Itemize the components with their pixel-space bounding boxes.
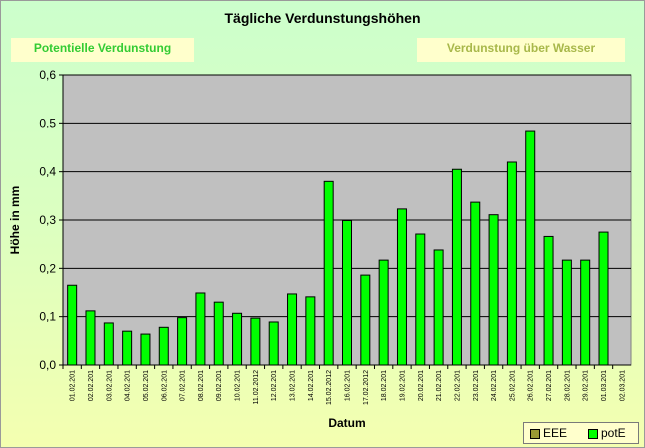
- bar-pote: [451, 168, 462, 366]
- water-evaporation-banner: Verdunstung über Wasser: [417, 38, 625, 62]
- x-tick-label: 02.03.201: [619, 370, 626, 401]
- x-tick-label: 10.02.201: [235, 370, 242, 401]
- bar-pote: [543, 235, 554, 366]
- y-tick-label: 0,4: [39, 165, 56, 179]
- bar-pote: [470, 201, 481, 366]
- y-tick-label: 0,0: [39, 358, 56, 372]
- x-tick-label: 15.02.2012: [326, 370, 333, 405]
- x-tick-label: 01.03.201: [601, 370, 608, 401]
- bars: [67, 130, 609, 366]
- bar-pote: [342, 219, 352, 366]
- bar-pote: [103, 322, 114, 366]
- bar-pote: [415, 233, 426, 366]
- legend-swatch-eee: [530, 429, 540, 439]
- legend-label-eee: EEE: [543, 426, 568, 440]
- bar-pote: [323, 180, 334, 366]
- x-tick-label: 20.02.201: [418, 370, 425, 401]
- bar-pote: [580, 259, 591, 366]
- x-tick-label: 02.02.201: [88, 370, 95, 401]
- x-axis-label: Datum: [328, 416, 365, 430]
- bar-pote: [122, 330, 133, 366]
- x-tick-label: 26.02.201: [528, 370, 535, 401]
- y-tick-label: 0,6: [39, 68, 56, 82]
- y-tick-label: 0,1: [39, 310, 56, 324]
- bar-pote: [85, 310, 96, 366]
- bar-pote: [525, 130, 536, 366]
- x-tick-label: 03.02.201: [106, 370, 113, 401]
- x-tick-label: 29.02.201: [583, 370, 590, 401]
- x-tick-label: 05.02.201: [143, 370, 150, 401]
- bar-pote: [158, 326, 169, 366]
- bar-pote: [433, 249, 444, 366]
- bar-pote: [561, 259, 572, 366]
- bar-pote: [506, 161, 517, 366]
- x-tick-label: 08.02.201: [198, 370, 205, 401]
- bar-pote: [488, 214, 499, 366]
- x-tick-label: 25.02.201: [509, 370, 516, 401]
- legend-swatch-pote: [588, 429, 598, 439]
- bar-pote: [213, 301, 224, 366]
- x-tick-label: 04.02.201: [125, 370, 132, 401]
- x-tick-label: 21.02.201: [436, 370, 443, 401]
- bar-pote: [268, 321, 279, 366]
- x-tick-label: 12.02.201: [271, 370, 278, 401]
- bar-pote: [287, 293, 298, 366]
- x-tick-label: 19.02.201: [399, 370, 406, 401]
- bar-pote: [195, 292, 206, 366]
- y-tick-label: 0.5: [39, 116, 56, 130]
- x-tick-label: 13.02.201: [290, 370, 297, 401]
- x-tick-label: 11.02.2012: [253, 370, 260, 405]
- x-tick-label: 01.02.201: [70, 370, 77, 401]
- bar-pote: [232, 312, 243, 366]
- x-tick-label: 17.02.2012: [363, 370, 370, 405]
- x-tick-label: 24.02.201: [491, 370, 498, 401]
- bar-pote: [140, 333, 151, 366]
- bar-pote: [598, 231, 609, 366]
- x-tick-label: 16.02.201: [345, 370, 352, 401]
- y-axis-ticks: 0,0 0,1 0,2 0,3 0,4 0.5 0,6: [39, 68, 631, 372]
- bar-pote: [378, 259, 389, 366]
- y-tick-label: 0,3: [39, 213, 56, 227]
- bar-pote: [396, 208, 407, 366]
- x-tick-label: 22.02.201: [454, 370, 461, 401]
- x-tick-label: 14.02.201: [308, 370, 315, 401]
- bar-pote: [67, 284, 78, 366]
- x-tick-label: 07.02.201: [180, 370, 187, 401]
- legend: EEE potE: [523, 422, 639, 444]
- x-tick-label: 09.02.201: [216, 370, 223, 401]
- chart-title: Tägliche Verdunstungshöhen: [224, 10, 421, 26]
- bar-pote: [360, 274, 371, 366]
- potential-evaporation-banner: Potentielle Verdunstung: [11, 38, 194, 62]
- y-axis-label: Höhe in mm: [8, 186, 22, 255]
- x-tick-label: 23.02.201: [473, 370, 480, 401]
- legend-label-pote: potE: [601, 426, 626, 440]
- y-tick-label: 0,2: [39, 261, 56, 275]
- bar-pote: [250, 317, 261, 366]
- x-tick-label: 28.02.201: [564, 370, 571, 401]
- bar-pote: [305, 296, 316, 366]
- x-tick-label: 27.02.201: [546, 370, 553, 401]
- x-tick-label: 18.02.201: [381, 370, 388, 401]
- x-tick-label: 06.02.201: [161, 370, 168, 401]
- x-axis-ticks: 01.02.201 02.02.201 03.02.201 04.02.201 05.0…: [62, 365, 626, 405]
- bar-pote: [177, 317, 188, 366]
